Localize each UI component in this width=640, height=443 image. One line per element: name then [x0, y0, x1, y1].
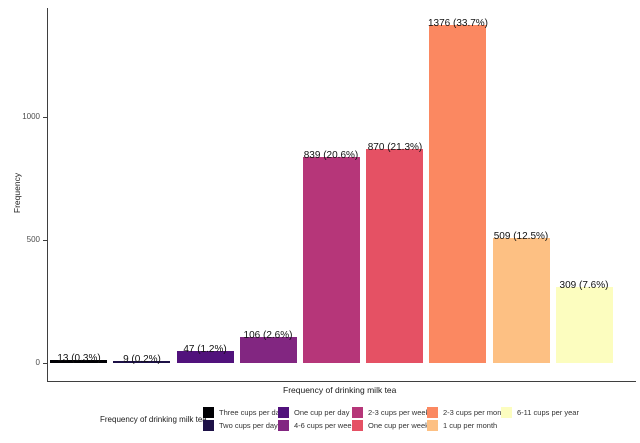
legend-swatch: [352, 420, 363, 431]
legend-label: 2-3 cups per month: [443, 408, 508, 417]
y-axis-line: [47, 8, 48, 381]
y-tick-mark: [43, 240, 47, 241]
bar-8: [493, 238, 550, 363]
bar-value-label: 106 (2.6%): [243, 330, 293, 341]
bar-1: [50, 360, 107, 363]
legend-label: 6-11 cups per year: [517, 408, 579, 417]
legend-title: Frequency of drinking milk tea: [100, 415, 207, 424]
legend-label: 4-6 cups per week: [294, 421, 356, 430]
y-tick-mark: [43, 117, 47, 118]
y-axis-title: Frequency: [12, 172, 22, 214]
x-axis-title: Frequency of drinking milk tea: [283, 385, 397, 395]
legend-swatch: [501, 407, 512, 418]
bar-7: [429, 25, 486, 363]
legend-swatch: [278, 420, 289, 431]
legend-label: 1 cup per month: [443, 421, 498, 430]
y-tick-label: 1000: [22, 112, 40, 121]
bar-value-label: 309 (7.6%): [559, 280, 609, 291]
y-tick-mark: [43, 363, 47, 364]
y-tick-label: 0: [35, 358, 40, 367]
bar-9: [556, 287, 613, 363]
legend-label: Two cups per day: [219, 421, 278, 430]
bar-value-label: 839 (20.6%): [303, 150, 359, 161]
legend-swatch: [278, 407, 289, 418]
bar-value-label: 47 (1.2%): [183, 344, 227, 355]
bar-6: [366, 149, 423, 363]
y-tick-label: 500: [26, 235, 40, 244]
legend-swatch: [352, 407, 363, 418]
x-axis-line: [47, 381, 636, 382]
legend-label: One cup per day: [294, 408, 350, 417]
bar-value-label: 1376 (33.7%): [427, 18, 489, 29]
legend-swatch: [427, 407, 438, 418]
legend-label: 2-3 cups per week: [368, 408, 430, 417]
bar-value-label: 13 (0.3%): [57, 353, 101, 364]
legend-swatch: [203, 420, 214, 431]
legend-swatch: [427, 420, 438, 431]
bar-3: [177, 351, 234, 363]
legend-swatch: [203, 407, 214, 418]
bar-2: [113, 361, 170, 363]
bar-value-label: 509 (12.5%): [493, 231, 549, 242]
legend-label: One cup per week: [368, 421, 429, 430]
bar-5: [303, 157, 360, 363]
legend-label: Three cups per day: [219, 408, 284, 417]
bar-value-label: 9 (0.2%): [123, 354, 161, 365]
bar-4: [240, 337, 297, 363]
bar-value-label: 870 (21.3%): [367, 142, 423, 153]
